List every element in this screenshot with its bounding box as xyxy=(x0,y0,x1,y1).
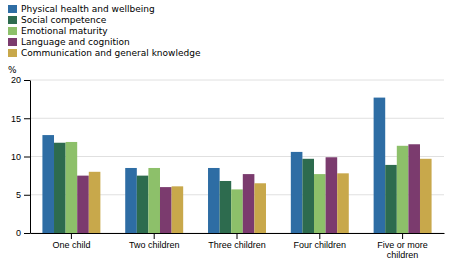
bar xyxy=(326,157,338,233)
y-axis-line xyxy=(30,81,31,234)
y-tick-mark xyxy=(24,157,30,158)
x-tick-mark xyxy=(402,233,403,239)
bar-series xyxy=(54,143,397,233)
legend-item: Emotional maturity xyxy=(8,26,108,36)
bar xyxy=(243,174,255,233)
plot: 0 5 10 15 20 One child Two children Three child… xyxy=(11,75,445,260)
y-tick-label: 10 xyxy=(11,152,21,162)
bar xyxy=(148,168,160,233)
bar xyxy=(220,181,232,233)
bar-series xyxy=(77,144,420,233)
grid-line xyxy=(30,80,444,81)
bar xyxy=(137,176,149,233)
bar xyxy=(160,187,172,233)
bars xyxy=(42,98,431,233)
bar-series xyxy=(66,142,409,233)
y-tick-label: 15 xyxy=(11,114,21,124)
y-tick-mark xyxy=(24,233,30,234)
x-tick-label-line: children xyxy=(387,250,419,260)
x-tick-label: Four children xyxy=(294,240,347,250)
bar xyxy=(54,143,66,233)
x-tick: One child xyxy=(52,233,90,250)
bar xyxy=(77,176,89,233)
y-tick-mark xyxy=(24,195,30,196)
x-tick-mark xyxy=(237,233,238,239)
legend-label: Physical health and wellbeing xyxy=(21,4,155,14)
bar xyxy=(125,168,137,233)
bar xyxy=(374,98,386,233)
y-tick-mark xyxy=(24,80,30,81)
bar xyxy=(231,189,243,233)
y-tick-label: 0 xyxy=(16,228,21,238)
legend-item: Communication and general knowledge xyxy=(8,48,201,58)
x-tick: Four children xyxy=(294,233,347,250)
bar xyxy=(89,172,101,233)
bar xyxy=(420,159,432,233)
y-tick: 0 xyxy=(16,228,30,238)
bar-series xyxy=(89,159,432,233)
legend-label: Emotional maturity xyxy=(21,26,108,36)
x-tick: Five or morechildren xyxy=(377,233,428,260)
legend-swatch xyxy=(8,5,17,13)
y-axis-title: % xyxy=(8,65,17,75)
y-axis: 0 5 10 15 20 xyxy=(11,75,31,238)
y-tick-label: 20 xyxy=(11,75,21,85)
legend-label: Language and cognition xyxy=(21,37,130,47)
y-tick: 15 xyxy=(11,114,30,124)
x-tick: Two children xyxy=(129,233,180,250)
y-tick: 20 xyxy=(11,75,30,85)
x-tick-label: One child xyxy=(52,240,90,250)
bar xyxy=(208,168,220,233)
legend-item: Physical health and wellbeing xyxy=(8,4,155,14)
bar xyxy=(42,135,54,233)
bar xyxy=(337,173,349,233)
y-tick: 10 xyxy=(11,152,30,162)
y-tick-mark xyxy=(24,118,30,119)
x-tick-label: Two children xyxy=(129,240,180,250)
legend-item: Language and cognition xyxy=(8,37,130,47)
legend-swatch xyxy=(8,16,17,24)
legend-swatch xyxy=(8,27,17,35)
legend-swatch xyxy=(8,38,17,46)
bar xyxy=(408,144,420,233)
bar xyxy=(385,165,397,233)
legend-swatch xyxy=(8,49,17,57)
bar xyxy=(397,146,409,233)
y-tick-label: 5 xyxy=(16,190,21,200)
x-tick-label: Three children xyxy=(208,240,266,250)
x-tick-label-line: Five or more xyxy=(377,240,428,250)
bar xyxy=(254,183,266,233)
legend-label: Social competence xyxy=(21,15,107,25)
legend: Physical health and wellbeingSocial comp… xyxy=(8,4,201,58)
x-tick-label: Five or morechildren xyxy=(377,240,428,260)
legend-item: Social competence xyxy=(8,15,107,25)
x-tick-mark xyxy=(71,233,72,239)
y-tick: 5 xyxy=(16,190,30,200)
chart: 0 5 10 15 20 One child Two children Three child… xyxy=(0,0,454,265)
x-tick: Three children xyxy=(208,233,266,250)
legend-label: Communication and general knowledge xyxy=(21,48,201,58)
bar xyxy=(66,142,78,233)
bar xyxy=(302,159,314,233)
bar xyxy=(314,174,326,233)
x-tick-mark xyxy=(154,233,155,239)
x-axis: One child Two children Three children Four … xyxy=(31,233,445,260)
x-tick-mark xyxy=(319,233,320,239)
bar xyxy=(291,152,303,233)
bar xyxy=(172,186,184,233)
bar-series xyxy=(42,98,385,233)
grid xyxy=(30,80,444,233)
